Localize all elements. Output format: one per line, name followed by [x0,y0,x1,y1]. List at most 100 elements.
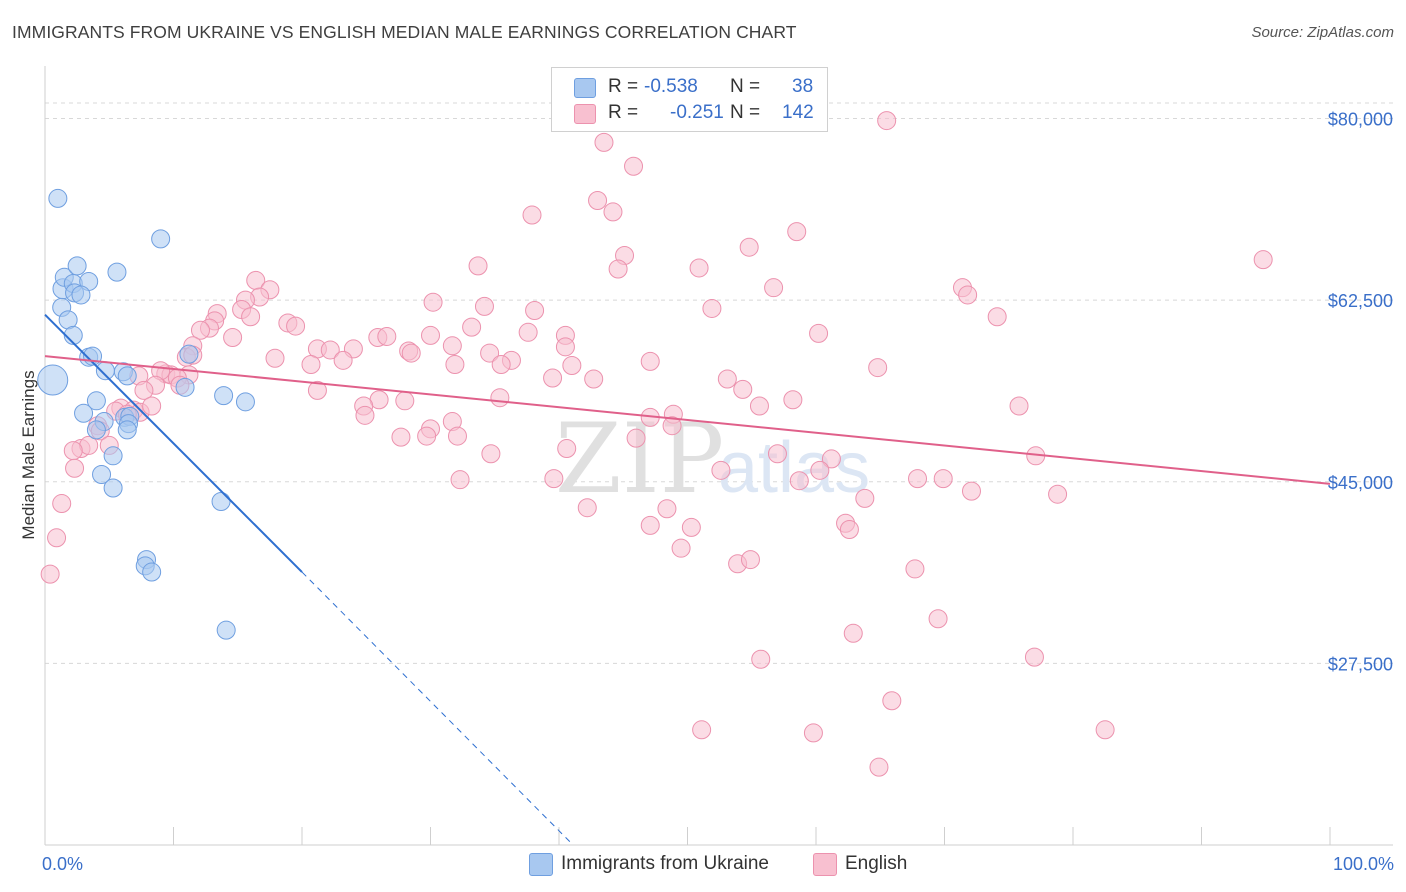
bottom-legend-swatch-english [813,853,837,876]
legend-r-label: R = [608,76,639,97]
ukraine-point [103,478,123,498]
english-point [65,458,85,478]
ukraine-point [95,361,115,381]
english-point [603,202,623,222]
english-point [783,390,803,410]
english-point [689,258,709,278]
english-point [740,550,760,570]
ukraine-point [37,364,69,396]
english-point [490,388,510,408]
ukraine-point [107,262,127,282]
english-point [417,426,437,446]
legend-n-value: 38 [792,76,814,97]
english-point [134,380,154,400]
english-point [47,528,67,548]
english-point [671,538,691,558]
english-point [474,296,494,316]
ukraine-point [92,464,112,484]
tick-labels: $27,500 $45,000 $62,500 $80,000 0.0% 100.0% [42,110,1394,874]
english-point [480,343,500,363]
legend-r-value: -0.251 [670,102,724,123]
english-point [789,471,809,491]
english-point [525,301,545,321]
english-point [52,494,72,514]
english-point [821,449,841,469]
english-point [809,323,829,343]
english-point [447,426,467,446]
english-point [1009,396,1029,416]
y-tick-label: $80,000 [1328,110,1393,130]
english-point [751,649,771,669]
english-point [190,320,210,340]
ukraine-point [71,285,91,305]
english-point [640,515,660,535]
english-point [987,307,1007,327]
watermark-atlas: atlas [718,428,870,508]
watermark: ZIP atlas [555,403,870,515]
english-point [624,156,644,176]
english-point [481,444,501,464]
x-tick-label: 0.0% [42,854,83,874]
english-point [933,469,953,489]
english-point [961,481,981,501]
ukraine-point [179,344,199,364]
ukraine-trend-line [44,313,303,573]
english-point [843,623,863,643]
english-point [733,379,753,399]
watermark-zip: ZIP [555,403,724,515]
ukraine-point [175,377,195,397]
y-tick-label: $45,000 [1328,473,1393,493]
x-tick-label: 100.0% [1333,854,1394,874]
english-point [1048,484,1068,504]
axes [44,66,1393,846]
legend-n-label: N = [730,102,761,123]
english-point [787,222,807,242]
english-point [320,340,340,360]
english-point [717,369,737,389]
english-point [869,757,889,777]
english-point [333,350,353,370]
ukraine-point [74,403,94,423]
english-point [626,428,646,448]
english-point [401,343,421,363]
english-point [711,460,731,480]
english-point [882,691,902,711]
ukraine-point [211,491,231,511]
english-point [307,380,327,400]
english-trend-line [44,355,1331,485]
legend-n-value: 142 [782,102,814,123]
english-point [739,237,759,257]
chart-title: IMMIGRANTS FROM UKRAINE VS ENGLISH MEDIA… [12,22,797,42]
english-point [450,470,470,490]
english-point [265,348,285,368]
legend-n-label: N = [730,76,761,97]
english-point [522,205,542,225]
english-point [702,298,722,318]
english-point [868,358,888,378]
english-point [518,322,538,342]
english-point [855,488,875,508]
english-point [958,285,978,305]
english-point [640,351,660,371]
english-point [355,405,375,425]
ukraine-trend-extension [301,571,574,846]
english-point [877,111,897,131]
legend-r-value: -0.538 [644,76,698,97]
english-point [142,396,162,416]
english-point [391,427,411,447]
english-point [555,337,575,357]
ukraine-point [117,420,137,440]
english-point [928,609,948,629]
bottom-legend-swatch-ukraine [529,853,553,876]
english-point [421,325,440,345]
english-point [241,307,261,327]
english-point [223,327,243,347]
english-point [810,460,830,480]
english-point [681,517,701,537]
ukraine-point [67,256,87,276]
trend-lines [44,313,1331,846]
english-point [377,326,397,346]
english-point [588,191,608,211]
english-point [442,336,462,356]
